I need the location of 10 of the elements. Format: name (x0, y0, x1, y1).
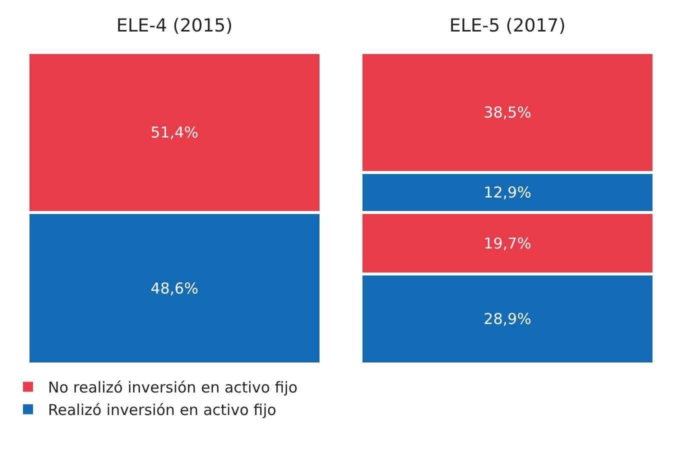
data-label: 19,7% (484, 234, 532, 252)
data-label: 38,5% (484, 103, 532, 122)
data-label: 48,6% (150, 279, 198, 298)
legend-label: Realizó inversión en activo fijo (48, 401, 276, 420)
data-label: 12,9% (484, 183, 532, 202)
x-tick-label: ELE-4 (2015) (116, 15, 233, 36)
data-label: 28,9% (484, 310, 532, 328)
x-tick-label: ELE-5 (2017) (449, 15, 566, 36)
data-label: 51,4% (150, 123, 198, 142)
legend-label: No realizó inversión en activo fijo (48, 378, 298, 397)
